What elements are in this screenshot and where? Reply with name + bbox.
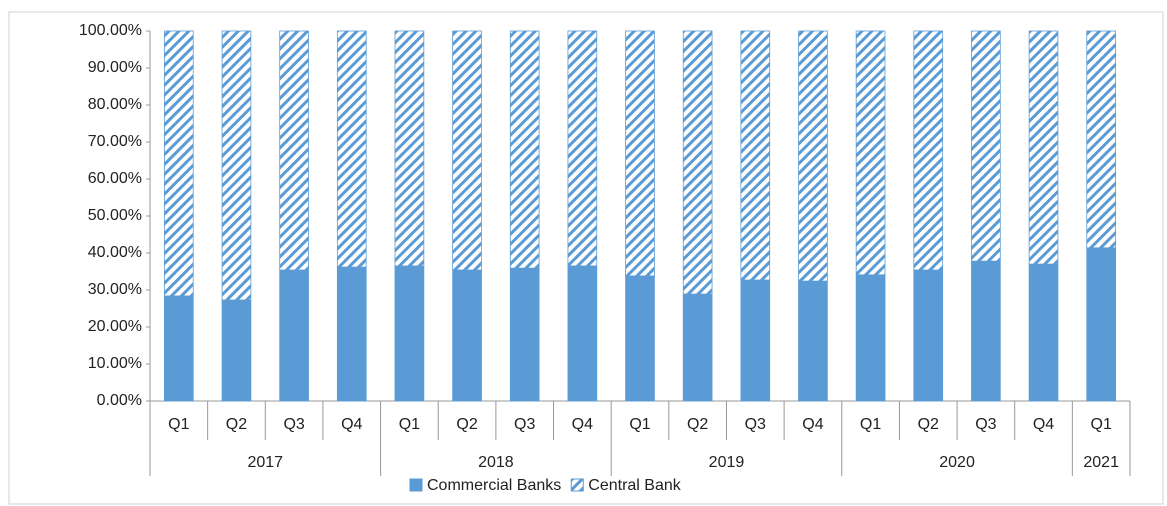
bar-segment xyxy=(221,299,252,402)
x-tick-label: Q3 xyxy=(745,416,766,433)
bar-segment xyxy=(336,266,367,402)
y-tick-label: 100.00% xyxy=(79,22,142,39)
bar-segment xyxy=(1086,30,1116,249)
bar-segment xyxy=(509,30,540,269)
x-tick-label: Q3 xyxy=(514,416,535,433)
bar-segment xyxy=(164,30,194,297)
bar-segment xyxy=(740,279,771,402)
bar-segment xyxy=(855,30,886,276)
bar-segment xyxy=(1028,30,1059,265)
bar-segment xyxy=(279,30,309,271)
legend-swatch xyxy=(570,478,584,492)
legend-label: Central Bank xyxy=(588,477,681,494)
x-tick-label: Q1 xyxy=(629,416,650,433)
y-tick-label: 60.00% xyxy=(88,170,142,187)
x-tick-label: Q2 xyxy=(456,416,477,433)
bar-segment xyxy=(509,267,540,402)
y-tick-label: 50.00% xyxy=(88,207,142,224)
bar-segment xyxy=(221,30,252,301)
y-tick-label: 10.00% xyxy=(88,355,142,372)
x-tick-label: Q1 xyxy=(860,416,881,433)
group-label: 2019 xyxy=(709,454,745,471)
bar-segment xyxy=(913,269,944,402)
bar-segment xyxy=(452,269,482,402)
x-tick-label: Q3 xyxy=(975,416,996,433)
x-tick-label: Q2 xyxy=(226,416,247,433)
group-label: 2021 xyxy=(1083,454,1119,471)
y-tick-label: 80.00% xyxy=(88,96,142,113)
bar-segment xyxy=(971,260,1001,402)
bar-segment xyxy=(567,265,598,402)
bar-segment xyxy=(1028,263,1059,402)
y-tick-label: 40.00% xyxy=(88,244,142,261)
x-tick-label: Q4 xyxy=(572,416,593,433)
x-tick-label: Q2 xyxy=(687,416,708,433)
x-tick-label: Q1 xyxy=(399,416,420,433)
y-tick-label: 30.00% xyxy=(88,281,142,298)
bar-segment xyxy=(913,30,944,271)
x-tick-label: Q2 xyxy=(918,416,939,433)
bar-segment xyxy=(336,30,367,268)
x-tick-label: Q3 xyxy=(283,416,304,433)
bar-segment xyxy=(452,30,482,271)
y-tick-label: 0.00% xyxy=(97,392,142,409)
bar-segment xyxy=(625,275,655,402)
bar-segment xyxy=(682,30,713,295)
bar-segment xyxy=(682,293,713,402)
y-tick-label: 90.00% xyxy=(88,59,142,76)
x-tick-label: Q4 xyxy=(802,416,823,433)
chart-border xyxy=(8,11,1164,505)
y-tick-label: 70.00% xyxy=(88,133,142,150)
x-tick-label: Q4 xyxy=(341,416,362,433)
legend-swatch xyxy=(409,478,423,492)
bar-segment xyxy=(740,30,771,281)
bar-segment xyxy=(798,30,828,282)
group-label: 2020 xyxy=(939,454,975,471)
x-tick-label: Q1 xyxy=(1091,416,1112,433)
bar-segment xyxy=(279,269,309,402)
bar-segment xyxy=(164,295,194,402)
bar-segment xyxy=(1086,247,1116,402)
bar-segment xyxy=(971,30,1001,262)
bar-segment xyxy=(394,30,425,267)
y-tick-label: 20.00% xyxy=(88,318,142,335)
group-label: 2017 xyxy=(247,454,283,471)
x-tick-label: Q1 xyxy=(168,416,189,433)
x-tick-label: Q4 xyxy=(1033,416,1054,433)
bar-segment xyxy=(567,30,598,267)
bar-segment xyxy=(394,265,425,402)
group-label: 2018 xyxy=(478,454,514,471)
bar-segment xyxy=(625,30,655,277)
legend-label: Commercial Banks xyxy=(427,477,561,494)
bar-segment xyxy=(798,280,828,402)
bar-segment xyxy=(855,274,886,402)
